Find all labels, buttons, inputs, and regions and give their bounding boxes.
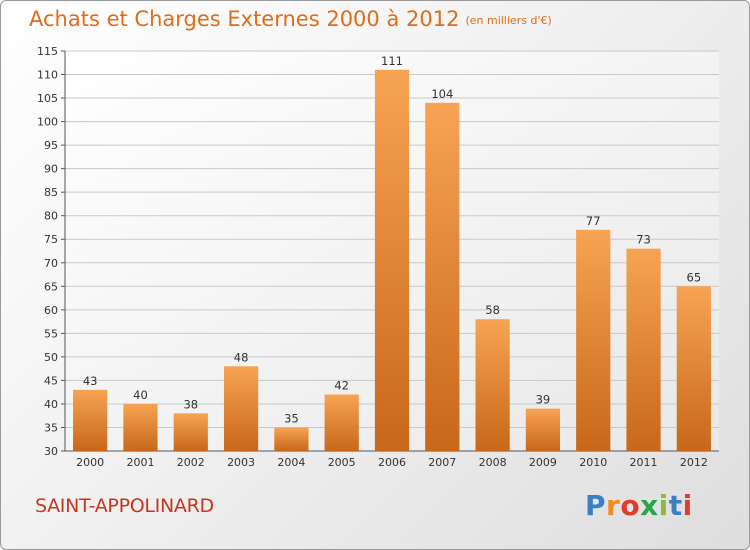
- y-tick-label: 60: [44, 304, 58, 317]
- y-tick-label: 95: [44, 139, 58, 152]
- y-tick-label: 40: [44, 398, 58, 411]
- bar-2010: [576, 229, 611, 451]
- y-tick-label: 75: [44, 233, 58, 246]
- bar-2006: [374, 69, 410, 451]
- bar-2004: [274, 427, 309, 451]
- logo-letter: i: [658, 489, 669, 522]
- data-label-2005: 42: [334, 379, 349, 393]
- data-label-2006: 111: [381, 54, 403, 68]
- data-label-2003: 48: [234, 350, 249, 364]
- bar-2003: [223, 366, 259, 451]
- x-tick-label-2005: 2005: [328, 456, 356, 469]
- logo-letter: x: [640, 489, 659, 522]
- x-tick-label-2003: 2003: [227, 456, 255, 469]
- x-tick-label-2004: 2004: [277, 456, 305, 469]
- y-tick-label: 80: [44, 210, 58, 223]
- y-tick-label: 50: [44, 351, 58, 364]
- y-tick-label: 115: [37, 45, 58, 58]
- data-label-2002: 38: [183, 397, 198, 411]
- y-tick-label: 65: [44, 280, 58, 293]
- data-labels: 43 40 38 48 35 42 111 104 58 39 77 73 65: [83, 54, 701, 426]
- x-tick-label-2008: 2008: [479, 456, 507, 469]
- y-tick-label: 105: [37, 92, 58, 105]
- data-label-2001: 40: [133, 388, 148, 402]
- y-tick-label: 110: [37, 69, 58, 82]
- x-tick-label-2010: 2010: [579, 456, 607, 469]
- logo-letter: i: [682, 489, 693, 522]
- y-tick-label: 45: [44, 374, 58, 387]
- x-tick-label-2002: 2002: [177, 456, 205, 469]
- logo-letter: P: [585, 489, 607, 522]
- proxiti-logo: Proxiti: [585, 489, 693, 522]
- y-tick-label: 35: [44, 421, 58, 434]
- bar-2007: [425, 102, 460, 451]
- bar-2002: [173, 413, 208, 451]
- bar-2000: [73, 389, 108, 451]
- data-label-2007: 104: [431, 87, 453, 101]
- data-label-2000: 43: [83, 374, 98, 388]
- x-tick-label-2006: 2006: [378, 456, 406, 469]
- x-tick-label-2011: 2011: [630, 456, 658, 469]
- data-label-2009: 39: [536, 393, 551, 407]
- bar-2012: [676, 286, 711, 451]
- y-tick-label: 30: [44, 445, 58, 458]
- x-tick-label-2000: 2000: [76, 456, 104, 469]
- x-tick-label-2001: 2001: [126, 456, 154, 469]
- commune-name: SAINT-APPOLINARD: [35, 495, 214, 517]
- y-tick-label: 90: [44, 163, 58, 176]
- y-tick-label: 100: [37, 116, 58, 129]
- y-tick-label: 55: [44, 327, 58, 340]
- data-label-2008: 58: [485, 303, 500, 317]
- bar-2011: [626, 248, 661, 451]
- data-label-2004: 35: [284, 411, 299, 425]
- bar-2001: [123, 403, 158, 451]
- bars: [73, 69, 711, 451]
- chart-title-text: Achats et Charges Externes 2000 à 2012: [29, 7, 460, 31]
- data-label-2010: 77: [586, 214, 601, 228]
- y-tick-label: 85: [44, 186, 58, 199]
- y-tick-label: 70: [44, 257, 58, 270]
- bar-2009: [525, 408, 561, 451]
- chart-subtitle: (en milliers d'€): [465, 13, 552, 27]
- logo-letter: o: [620, 489, 641, 522]
- x-tick-label-2009: 2009: [529, 456, 557, 469]
- logo-letter: t: [668, 489, 683, 522]
- data-label-2012: 65: [687, 270, 702, 284]
- data-label-2011: 73: [636, 233, 651, 247]
- axes: 30 35 40 45 50 55 60 65 70 75 80 85 90 95 100 105 110 115…: [37, 45, 719, 469]
- bar-2005: [324, 394, 359, 451]
- bar-2008: [475, 319, 510, 451]
- logo-letter: r: [606, 489, 621, 522]
- x-tick-label-2012: 2012: [680, 456, 708, 469]
- chart-title: Achats et Charges Externes 2000 à 2012 (e…: [29, 7, 552, 31]
- x-tick-label-2007: 2007: [428, 456, 456, 469]
